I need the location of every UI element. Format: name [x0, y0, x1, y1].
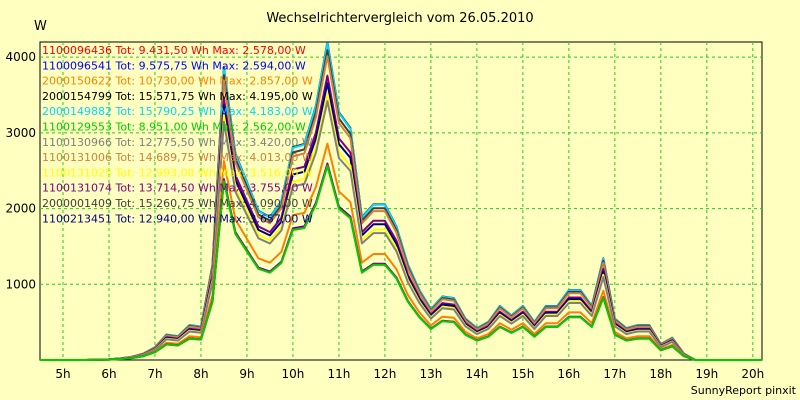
x-tick-label: 19h	[695, 367, 718, 381]
legend-entry: 2000001409 Tot: 15.260,75 Wh Max: 4.090,…	[42, 197, 313, 210]
legend-entry: 2000154799 Tot: 15.571,75 Wh Max: 4.195,…	[42, 90, 313, 103]
grid-lines	[40, 42, 762, 360]
x-tick-label: 8h	[193, 367, 208, 381]
legend-entry: 2000149882 Tot: 15.790,25 Wh Max: 4.183,…	[42, 105, 313, 118]
footer-label: SunnyReport pinxit	[691, 384, 797, 397]
series-lines	[40, 41, 762, 361]
y-tick-label: 3000	[5, 126, 36, 140]
legend-entry: 1100129553 Tot: 8.951,00 Wh Max: 2.562,0…	[42, 121, 306, 134]
legend-entry: 1100096541 Tot: 9.575,75 Wh Max: 2.594,0…	[42, 59, 306, 72]
legend-entry: 1100213451 Tot: 12.940,00 Wh Max: 3.657,…	[42, 212, 313, 225]
chart-title: Wechselrichtervergleich vom 26.05.2010	[266, 11, 533, 26]
x-tick-label: 18h	[649, 367, 672, 381]
x-tick-label: 7h	[147, 367, 162, 381]
legend-entry: 1100131006 Tot: 14.689,75 Wh Max: 4.013,…	[42, 151, 313, 164]
plot-area	[39, 41, 763, 361]
y-tick-label: 1000	[5, 277, 36, 291]
legend-entry: 1100131025 Tot: 12.993,00 Wh Max: 3.516,…	[42, 166, 313, 179]
legend-entry: 1100130966 Tot: 12.775,50 Wh Max: 3.420,…	[42, 136, 313, 149]
y-unit-label: W	[34, 19, 47, 34]
y-axis: 1000 2000 3000 4000	[5, 50, 36, 291]
series-line	[40, 165, 762, 361]
x-tick-label: 14h	[465, 367, 488, 381]
x-tick-label: 5h	[55, 367, 70, 381]
legend-entry: 2000150622 Tot: 10.730,00 Wh Max: 2.857,…	[42, 75, 313, 88]
series-line	[40, 100, 762, 361]
x-tick-label: 9h	[239, 367, 254, 381]
y-tick-label: 2000	[5, 202, 36, 216]
x-tick-label: 11h	[327, 367, 350, 381]
legend: 1100096436 Tot: 9.431,50 Wh Max: 2.578,0…	[42, 44, 313, 225]
series-line	[40, 142, 762, 361]
legend-entry: 1100096436 Tot: 9.431,50 Wh Max: 2.578,0…	[42, 44, 306, 57]
x-tick-label: 17h	[603, 367, 626, 381]
legend-entry: 1100131074 Tot: 13.714,50 Wh Max: 3.755,…	[42, 182, 313, 195]
x-tick-label: 10h	[281, 367, 304, 381]
x-tick-label: 15h	[511, 367, 534, 381]
x-tick-label: 20h	[741, 367, 764, 381]
x-tick-label: 6h	[101, 367, 116, 381]
y-tick-label: 4000	[5, 50, 36, 64]
x-tick-label: 13h	[419, 367, 442, 381]
x-tick-label: 16h	[557, 367, 580, 381]
x-tick-label: 12h	[373, 367, 396, 381]
x-axis: 5h 6h 7h 8h 9h 10h 11h 12h 13h 14h 15h 16h 17h 18h 19h…	[55, 367, 764, 381]
series-line	[40, 55, 762, 361]
